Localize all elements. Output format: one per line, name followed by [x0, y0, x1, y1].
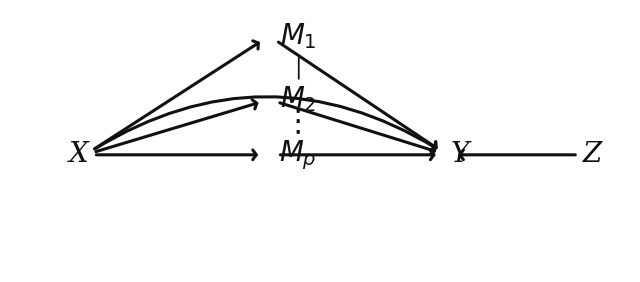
Text: |: |	[294, 56, 301, 79]
FancyArrowPatch shape	[96, 100, 257, 152]
FancyArrowPatch shape	[460, 150, 575, 160]
FancyArrowPatch shape	[280, 150, 434, 160]
Text: $M_2$: $M_2$	[280, 85, 316, 114]
Text: Z: Z	[583, 141, 602, 168]
FancyArrowPatch shape	[280, 103, 435, 155]
Text: $M_1$: $M_1$	[280, 21, 316, 51]
FancyArrowPatch shape	[95, 97, 436, 150]
Text: X: X	[69, 141, 89, 168]
Text: Y: Y	[451, 141, 468, 168]
Text: $\vdots$: $\vdots$	[282, 107, 301, 138]
FancyArrowPatch shape	[278, 42, 436, 150]
Text: $M_p$: $M_p$	[279, 138, 317, 172]
FancyArrowPatch shape	[95, 41, 259, 149]
FancyArrowPatch shape	[97, 150, 256, 160]
